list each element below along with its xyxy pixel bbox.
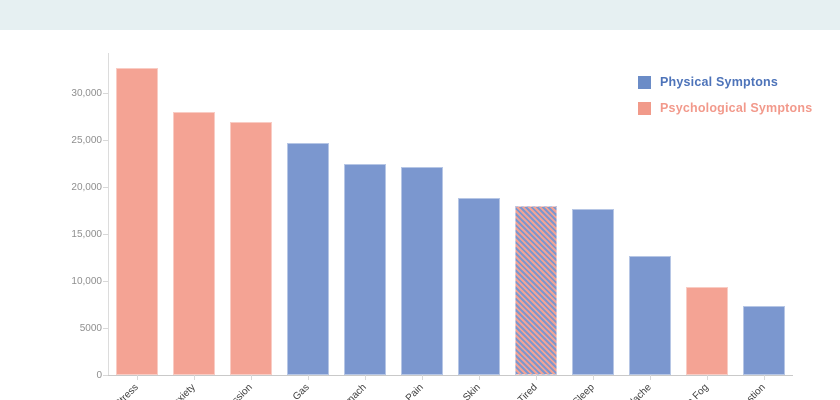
bar-headache[interactable] <box>629 256 671 375</box>
y-tick-mark <box>103 327 108 329</box>
y-tick-mark <box>103 186 108 188</box>
bar-skin[interactable] <box>458 198 500 375</box>
x-tick-mark <box>137 375 138 380</box>
x-axis-line <box>108 375 793 376</box>
legend-item-physical[interactable]: Physical Symptons <box>638 75 812 89</box>
y-tick-label: 10,000 <box>71 275 102 287</box>
bar-stomach[interactable] <box>344 164 386 375</box>
bar-digestion[interactable] <box>743 306 785 375</box>
y-tick-mark <box>103 139 108 141</box>
x-tick-mark <box>365 375 366 380</box>
bar-gas[interactable] <box>287 142 329 375</box>
x-tick-mark <box>707 375 708 380</box>
y-tick-mark <box>103 375 108 376</box>
y-tick-label: 5000 <box>79 322 102 334</box>
bar-sleep[interactable] <box>572 209 614 375</box>
bar-stress[interactable] <box>116 67 158 375</box>
y-tick-label: 20,000 <box>71 181 102 193</box>
x-tick-mark <box>194 375 195 380</box>
y-tick-label: 0 <box>96 370 102 381</box>
bar-brain-fog[interactable] <box>686 287 728 375</box>
x-tick-mark <box>536 375 537 380</box>
x-tick-mark <box>479 375 480 380</box>
y-tick-mark <box>103 280 108 282</box>
y-axis-line <box>108 53 109 375</box>
y-tick-label: 15,000 <box>71 228 102 240</box>
x-tick-mark <box>764 375 765 380</box>
bar-tired[interactable] <box>515 205 557 375</box>
x-tick-mark <box>593 375 594 380</box>
x-tick-mark <box>650 375 651 380</box>
y-tick-label: 25,000 <box>71 134 102 146</box>
y-tick-mark <box>103 92 108 94</box>
legend-item-psychological[interactable]: Psychological Symptons <box>638 101 812 115</box>
x-tick-mark <box>422 375 423 380</box>
top-banner <box>0 0 840 30</box>
bar-stomach-pain[interactable] <box>401 167 443 375</box>
x-tick-mark <box>251 375 252 380</box>
y-tick-mark <box>103 233 108 235</box>
bar-depression[interactable] <box>230 121 272 375</box>
bar-anxiety[interactable] <box>173 112 215 375</box>
y-tick-label: 30,000 <box>71 87 102 99</box>
x-tick-mark <box>308 375 309 380</box>
legend-label-psychological: Psychological Symptons <box>660 101 813 115</box>
legend: Physical Symptons Psychological Symptons <box>638 75 812 127</box>
legend-swatch-psychological <box>638 101 651 115</box>
x-label-stress: Stress <box>112 382 141 400</box>
legend-swatch-physical <box>638 75 651 89</box>
legend-label-physical: Physical Symptons <box>660 75 779 89</box>
